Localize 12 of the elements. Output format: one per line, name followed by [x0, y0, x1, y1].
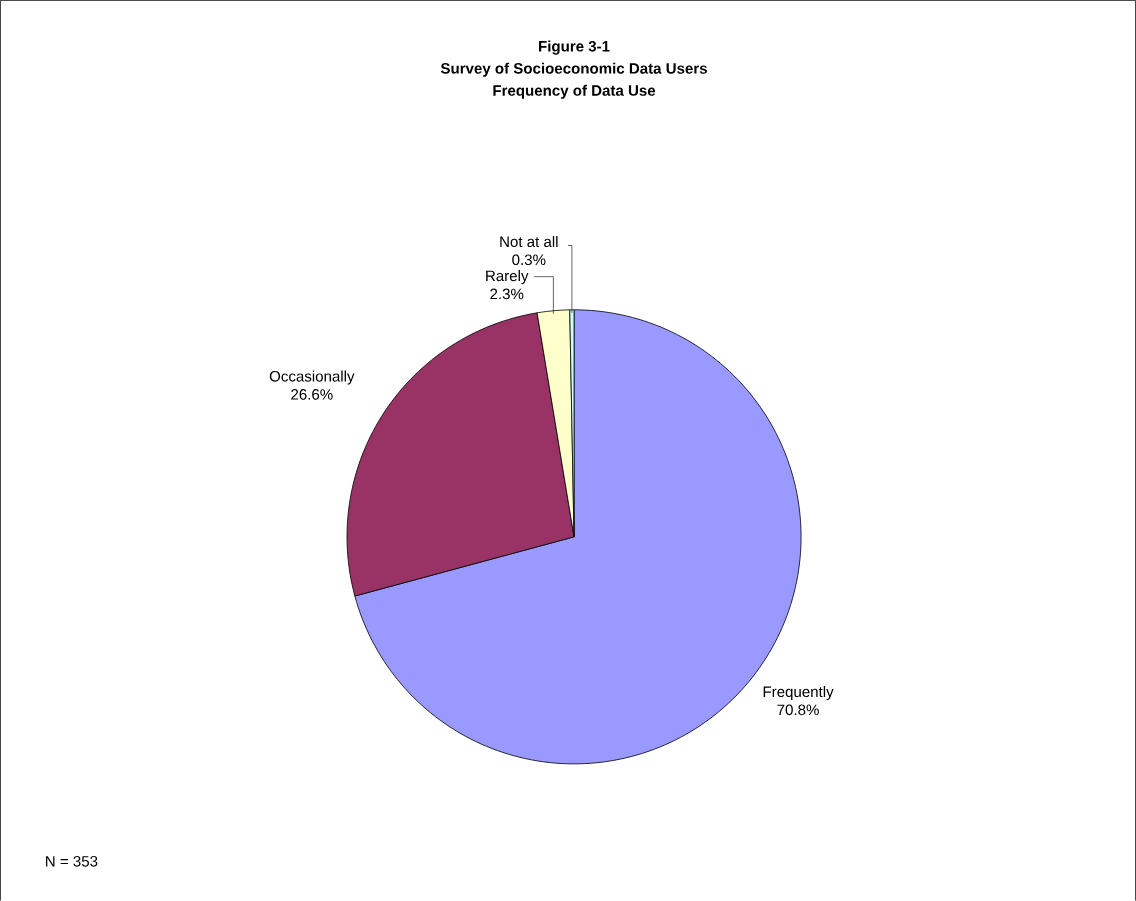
data-label: 70.8%	[777, 704, 819, 716]
text: Frequency of Data Use	[493, 84, 656, 99]
slice-label: Not at all	[500, 236, 558, 248]
data-label: 26.6%	[291, 389, 333, 400]
slice-label: Frequently	[763, 686, 834, 701]
data-label: 0.3%	[512, 254, 546, 266]
slice-label: Occasionally	[269, 370, 355, 385]
slice-label: Rarely	[486, 270, 529, 285]
chart-subtitle: Survey of Socioeconomic Data Users	[440, 62, 707, 77]
data-label: 2.3%	[490, 288, 524, 300]
chart-title: Figure 3-1	[539, 40, 610, 55]
text: N = 353	[46, 856, 98, 867]
